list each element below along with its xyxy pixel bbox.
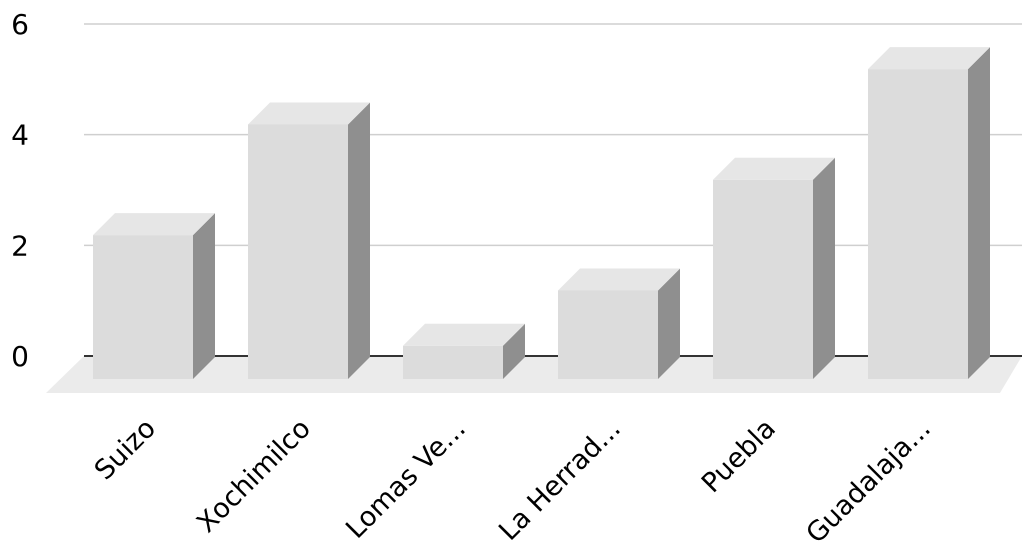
bar-front <box>403 345 503 379</box>
bar-top <box>713 157 835 180</box>
bar <box>868 47 990 380</box>
x-tick-label: Guadalaja... <box>800 413 937 549</box>
bar-top <box>403 323 525 346</box>
bar-side <box>348 102 370 379</box>
bar <box>248 102 370 379</box>
x-tick-label: Puebla <box>696 413 782 499</box>
bar <box>713 157 835 379</box>
bar-front <box>713 179 813 379</box>
bar-top <box>868 47 990 70</box>
bar-side <box>503 323 525 379</box>
bar-side <box>968 47 990 380</box>
bar-side <box>658 268 680 379</box>
bar-front <box>558 290 658 379</box>
bar <box>403 323 525 379</box>
bar-top <box>93 213 215 236</box>
y-tick-label: 6 <box>11 8 29 41</box>
bar-front <box>93 235 193 379</box>
bar <box>558 268 680 379</box>
y-tick-label: 0 <box>11 340 29 373</box>
x-tick-label: Suizo <box>89 413 162 486</box>
bar <box>93 213 215 379</box>
bar-side <box>193 213 215 379</box>
bar-top <box>558 268 680 291</box>
y-axis-ticks: 0 2 4 6 <box>11 8 29 373</box>
bar-front <box>868 69 968 379</box>
bar-side <box>813 157 835 379</box>
x-tick-label: Xochimilco <box>191 413 317 539</box>
bar-front <box>248 124 348 379</box>
y-tick-label: 4 <box>11 119 29 152</box>
x-tick-label: Lomas Ve... <box>340 413 472 545</box>
bars <box>93 47 990 380</box>
x-axis-labels: Suizo Xochimilco Lomas Ve... La Herrad... Pu… <box>89 413 937 549</box>
y-tick-label: 2 <box>11 229 29 262</box>
bar-top <box>248 102 370 125</box>
gridlines <box>84 23 1022 357</box>
x-tick-label: La Herrad... <box>493 413 627 547</box>
